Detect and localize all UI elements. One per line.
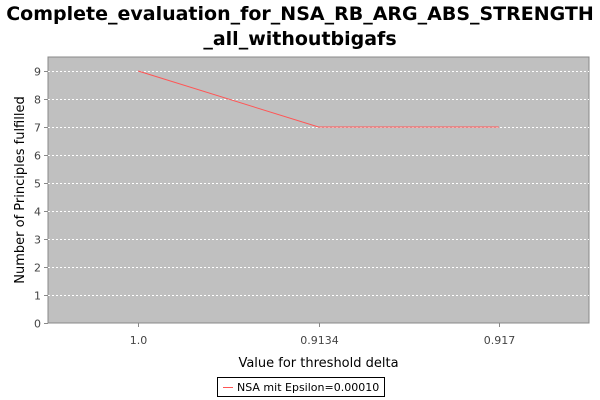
legend: NSA mit Epsilon=0.00010	[217, 377, 386, 397]
y-axis-title: Number of Principles fulfilled	[13, 96, 28, 283]
y-tick-label: 3	[34, 234, 41, 247]
plot-area	[47, 56, 590, 324]
legend-label: NSA mit Epsilon=0.00010	[237, 380, 380, 394]
y-tick-label: 0	[34, 318, 41, 331]
chart-title-line-2: _all_withoutbigafs	[203, 28, 397, 50]
y-axis: 0 1 2 3 4 5 6 7 8 9	[34, 66, 48, 331]
x-axis: 1.0 0.9134 0.917	[130, 323, 516, 347]
chart-title-line-1: Complete_evaluation_for_NSA_RB_ARG_ABS_S…	[6, 3, 594, 25]
y-tick-label: 4	[34, 206, 41, 219]
x-axis-title: Value for threshold delta	[238, 356, 398, 371]
y-tick-label: 5	[34, 178, 41, 191]
y-tick-label: 9	[34, 66, 41, 79]
y-tick-label: 1	[34, 290, 41, 303]
y-tick-label: 2	[34, 262, 41, 275]
x-tick-label: 1.0	[130, 334, 148, 347]
x-tick-label: 0.9134	[300, 334, 339, 347]
chart-title: Complete_evaluation_for_NSA_RB_ARG_ABS_S…	[0, 2, 600, 52]
y-tick-label: 8	[34, 94, 41, 107]
series-group	[138, 70, 499, 128]
legend-swatch-line	[223, 386, 233, 388]
series-line	[138, 70, 499, 128]
x-tick-label: 0.917	[484, 334, 516, 347]
y-tick-label: 7	[34, 122, 41, 135]
y-tick-label: 6	[34, 150, 41, 163]
